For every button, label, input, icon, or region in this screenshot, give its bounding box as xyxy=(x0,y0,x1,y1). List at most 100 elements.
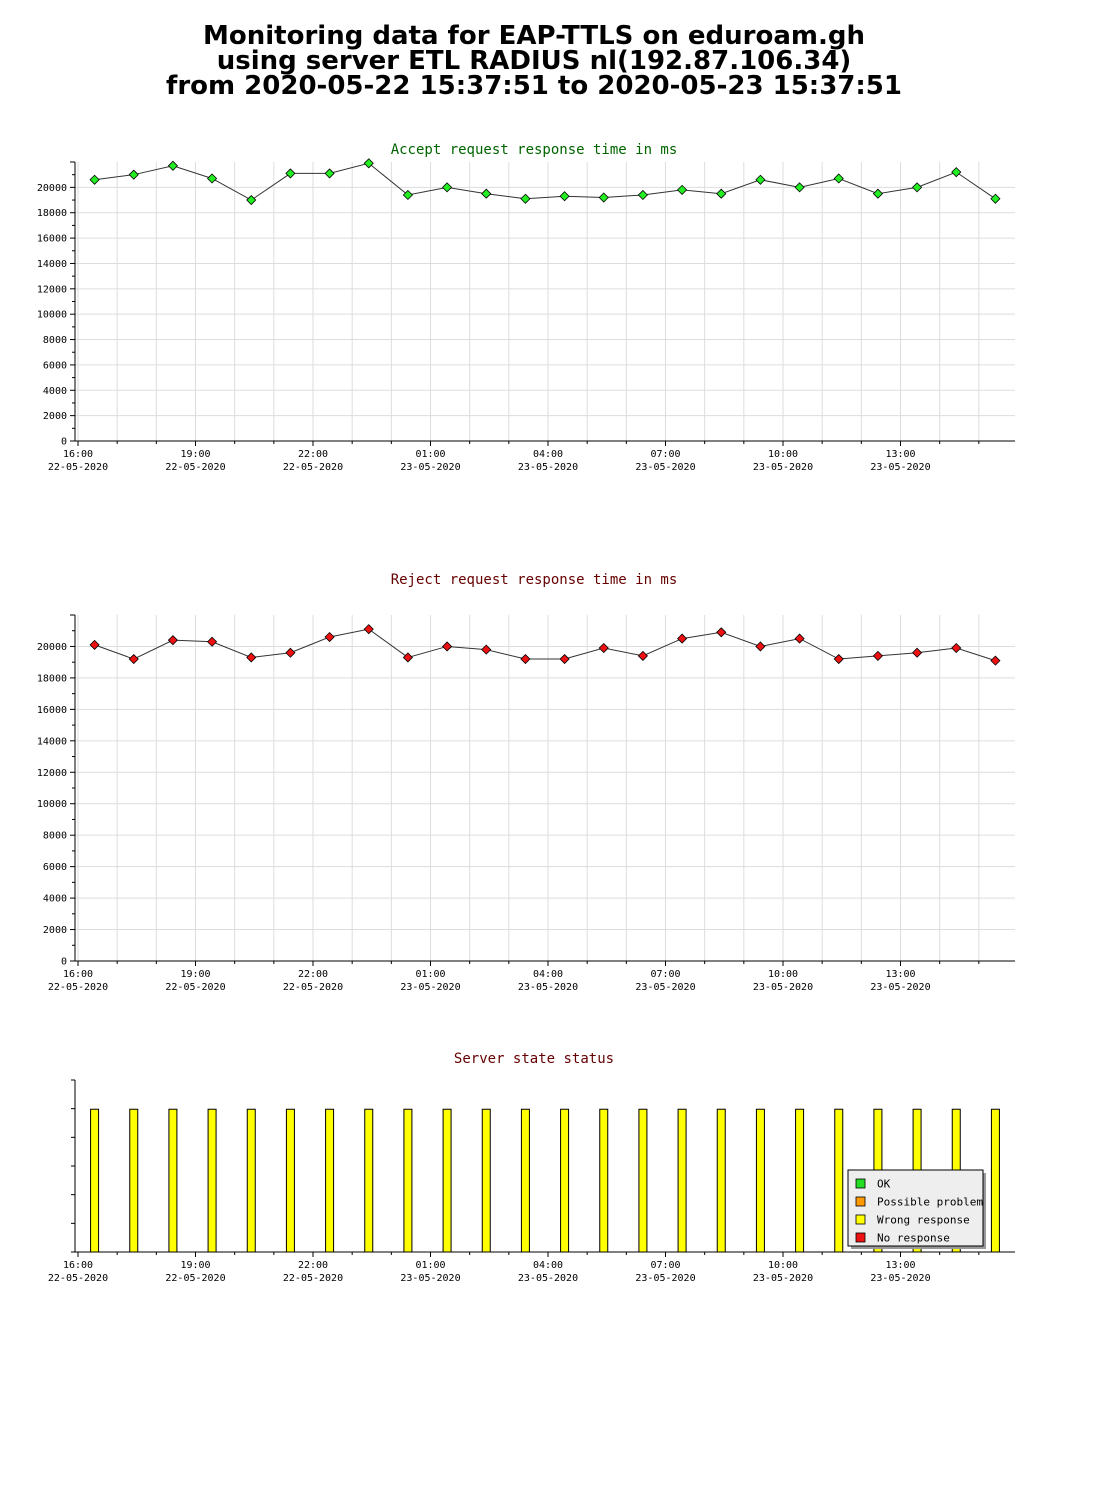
y-tick-label: 16000 xyxy=(37,234,67,245)
data-point xyxy=(716,627,727,638)
status-bar xyxy=(90,1108,100,1253)
data-point xyxy=(285,647,296,658)
page-title-line-2: using server ETL RADIUS nl(192.87.106.34… xyxy=(216,46,852,76)
accept-response-time-chart: Accept request response time in ms 0 2000 4… xyxy=(37,142,1015,473)
page-title-line-1: Monitoring data for EAP-TTLS on eduroam.… xyxy=(203,21,865,51)
x-tick-date: 23-05-2020 xyxy=(635,982,695,993)
status-bar xyxy=(403,1108,413,1253)
data-point xyxy=(207,636,218,647)
y-tick-label: 2000 xyxy=(43,925,67,936)
x-tick-date: 23-05-2020 xyxy=(635,1273,695,1284)
status-bar xyxy=(168,1108,178,1253)
chart-title: Reject request response time in ms xyxy=(391,572,678,588)
data-point xyxy=(990,193,1001,204)
x-tick-date: 23-05-2020 xyxy=(870,1273,930,1284)
x-tick-date: 23-05-2020 xyxy=(518,462,578,473)
status-bar xyxy=(677,1108,687,1253)
legend-swatch xyxy=(855,1232,866,1243)
status-bar xyxy=(560,1108,570,1253)
x-tick-time: 07:00 xyxy=(650,969,680,980)
data-point xyxy=(833,653,844,665)
data-point xyxy=(246,194,257,206)
data-point xyxy=(794,633,805,644)
status-bar xyxy=(129,1108,139,1253)
data-point xyxy=(285,168,296,179)
x-tick-time: 01:00 xyxy=(415,1260,445,1271)
data-point xyxy=(324,631,335,643)
y-tick-label: 12000 xyxy=(37,284,67,295)
y-tick-label: 14000 xyxy=(37,259,67,270)
status-bar xyxy=(285,1108,295,1253)
data-point xyxy=(598,642,609,654)
data-point xyxy=(481,644,492,655)
status-bar xyxy=(207,1108,217,1253)
y-tick-label: 18000 xyxy=(37,208,67,219)
x-tick-date: 22-05-2020 xyxy=(165,982,225,993)
x-tick-date: 23-05-2020 xyxy=(400,462,460,473)
data-point xyxy=(794,182,805,193)
x-tick-time: 07:00 xyxy=(650,449,680,460)
data-point xyxy=(912,182,923,193)
status-bar xyxy=(325,1108,335,1253)
x-tick-date: 23-05-2020 xyxy=(518,1273,578,1284)
status-bar xyxy=(481,1108,491,1253)
legend-label: Wrong response xyxy=(877,1214,970,1227)
data-point xyxy=(912,647,923,658)
data-point xyxy=(363,624,374,635)
legend-label: Possible problem xyxy=(877,1196,983,1209)
status-bar xyxy=(638,1108,648,1253)
x-tick-time: 04:00 xyxy=(533,969,563,980)
data-point xyxy=(559,653,570,665)
status-bar xyxy=(716,1108,726,1253)
status-bar xyxy=(990,1108,1000,1253)
data-point xyxy=(520,193,531,204)
legend-swatch xyxy=(855,1214,866,1225)
x-tick-date: 23-05-2020 xyxy=(400,982,460,993)
y-tick-label: 18000 xyxy=(37,673,67,684)
data-point xyxy=(833,173,844,184)
y-tick-label: 16000 xyxy=(37,705,67,716)
y-tick-label: 8000 xyxy=(43,831,67,842)
data-point xyxy=(520,653,531,665)
data-point xyxy=(128,653,139,665)
status-bar xyxy=(520,1108,530,1253)
y-tick-label: 12000 xyxy=(37,768,67,779)
data-point xyxy=(481,188,492,199)
x-tick-time: 10:00 xyxy=(768,969,798,980)
x-tick-time: 19:00 xyxy=(180,449,210,460)
legend-swatch xyxy=(855,1178,866,1189)
x-tick-date: 23-05-2020 xyxy=(518,982,578,993)
page-title-line-3: from 2020-05-22 15:37:51 to 2020-05-23 1… xyxy=(166,71,902,101)
x-tick-time: 04:00 xyxy=(533,449,563,460)
legend-swatch xyxy=(855,1196,866,1207)
x-tick-date: 22-05-2020 xyxy=(48,1273,108,1284)
x-tick-time: 10:00 xyxy=(768,449,798,460)
data-point xyxy=(716,188,727,199)
status-bar xyxy=(599,1108,609,1253)
data-point xyxy=(402,652,413,663)
data-point xyxy=(598,192,609,203)
y-tick-label: 2000 xyxy=(43,411,67,422)
server-state-status-chart: Server state status 16:00 22-05-2020 19:00 2… xyxy=(48,1051,1015,1284)
x-tick-date: 22-05-2020 xyxy=(48,982,108,993)
status-bar xyxy=(755,1108,765,1253)
y-tick-label: 6000 xyxy=(43,862,67,873)
y-tick-label: 6000 xyxy=(43,360,67,371)
y-tick-label: 20000 xyxy=(37,642,67,653)
legend-label: No response xyxy=(877,1232,950,1245)
legend-label: OK xyxy=(877,1178,891,1191)
data-point xyxy=(872,650,883,661)
x-tick-date: 22-05-2020 xyxy=(283,982,343,993)
status-bar xyxy=(442,1108,452,1253)
data-point xyxy=(402,189,413,201)
y-tick-label: 20000 xyxy=(37,183,67,194)
data-point xyxy=(246,652,257,663)
x-tick-time: 04:00 xyxy=(533,1260,563,1271)
series-line xyxy=(94,162,996,201)
x-tick-time: 22:00 xyxy=(298,969,328,980)
x-tick-date: 22-05-2020 xyxy=(165,462,225,473)
y-tick-label: 4000 xyxy=(43,894,67,905)
x-tick-date: 22-05-2020 xyxy=(165,1273,225,1284)
reject-response-time-chart: Reject request response time in ms 0 2000 4… xyxy=(37,572,1015,993)
x-tick-date: 22-05-2020 xyxy=(283,1273,343,1284)
